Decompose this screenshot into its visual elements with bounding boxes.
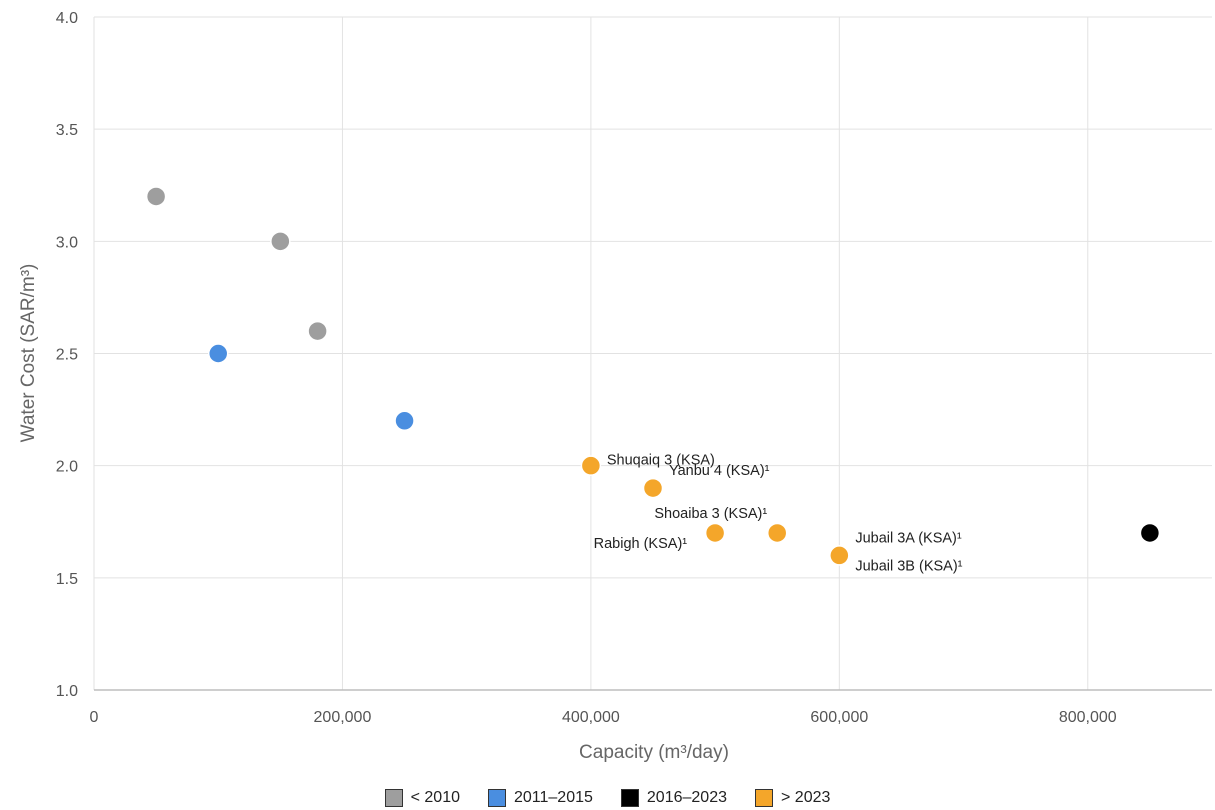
data-point bbox=[207, 343, 229, 364]
data-label: Rabigh (KSA)¹ bbox=[594, 536, 688, 552]
data-points bbox=[145, 186, 1161, 566]
x-tick-label: 200,000 bbox=[314, 709, 372, 726]
y-tick-label: 1.5 bbox=[56, 571, 78, 588]
grid-lines bbox=[93, 16, 1212, 691]
data-label: Jubail 3A (KSA)¹ bbox=[855, 530, 962, 546]
legend-item: > 2023 bbox=[755, 789, 830, 807]
y-tick-label: 4.0 bbox=[56, 10, 78, 27]
data-label: Shuqaiq 3 (KSA) bbox=[607, 453, 715, 469]
data-point bbox=[1139, 522, 1161, 544]
legend-item: 2016–2023 bbox=[620, 789, 727, 807]
y-tick-label: 3.0 bbox=[56, 234, 78, 251]
data-point bbox=[270, 231, 291, 252]
legend-label: < 2010 bbox=[410, 789, 460, 806]
y-axis-title: Water Cost (SAR/m³) bbox=[18, 264, 39, 443]
data-point bbox=[394, 410, 415, 432]
y-axis-ticks: 1.0 1.5 2.0 2.5 3.0 3.5 4.0 bbox=[56, 10, 78, 700]
legend-label: 2016–2023 bbox=[646, 789, 727, 806]
x-tick-label: 800,000 bbox=[1059, 709, 1117, 726]
x-tick-label: 600,000 bbox=[810, 709, 868, 726]
legend-swatch bbox=[384, 789, 403, 807]
y-tick-label: 2.0 bbox=[56, 459, 78, 476]
x-tick-label: 0 bbox=[90, 709, 99, 726]
legend-item: < 2010 bbox=[384, 789, 460, 807]
data-point bbox=[704, 522, 726, 544]
data-point bbox=[642, 477, 664, 499]
legend-swatch bbox=[755, 789, 773, 807]
data-label: Shoaiba 3 (KSA)¹ bbox=[654, 506, 767, 522]
legend-item: 2011–2015 bbox=[488, 789, 593, 807]
data-label: Yanbu 4 (KSA)¹ bbox=[669, 463, 770, 479]
y-tick-label: 3.5 bbox=[56, 122, 78, 139]
data-point bbox=[766, 522, 788, 544]
x-axis-title: Capacity (m³/day) bbox=[579, 742, 729, 763]
data-point bbox=[307, 320, 328, 342]
point-labels: Shuqaiq 3 (KSA)Yanbu 4 (KSA)¹ Rabigh (KSA… bbox=[594, 453, 963, 575]
legend-swatch bbox=[488, 789, 506, 807]
legend-label: 2011–2015 bbox=[514, 789, 593, 806]
scatter-chart: 0 200,000 400,000 600,000 800,000 1.0 1.5 2.0 2… bbox=[18, 10, 1212, 763]
legend-label: > 2023 bbox=[781, 789, 831, 806]
y-tick-label: 2.5 bbox=[56, 347, 78, 364]
legend-swatch bbox=[620, 789, 639, 807]
data-label: Jubail 3B (KSA)¹ bbox=[855, 558, 962, 574]
data-point bbox=[580, 455, 602, 476]
y-tick-label: 1.0 bbox=[56, 683, 78, 700]
x-axis-ticks: 0 200,000 400,000 600,000 800,000 bbox=[90, 709, 1117, 726]
data-point bbox=[829, 545, 850, 566]
legend: < 2010 2011–2015 2016–2023 > 2023 bbox=[0, 786, 1215, 810]
x-tick-label: 400,000 bbox=[562, 709, 620, 726]
data-point bbox=[145, 186, 167, 207]
